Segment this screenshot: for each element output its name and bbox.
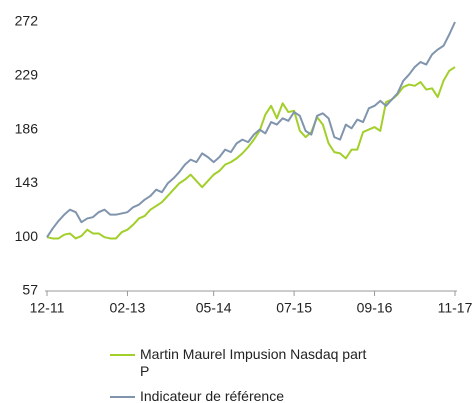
series-line [46,66,456,240]
chart: 57 100 143 186 229 272 12-11 02-13 05-14 07-15 09-… [15,13,472,316]
x-tick-label: 09-16 [357,300,393,316]
x-tick-label: 12-11 [30,300,65,316]
y-tick-label: 272 [15,13,39,29]
x-tick-label: 07-15 [276,300,312,316]
series-line [46,21,456,238]
legend-entry: Martin Maurel Impusion Nasdaq part P [140,346,375,380]
y-tick-label: 229 [15,67,39,83]
legend-entry: Indicateur de référence [140,388,375,403]
x-tick-label: 11-17 [438,300,472,316]
y-tick-label: 186 [15,120,39,136]
x-tick-label: 02-13 [110,300,146,316]
x-tick-label: 05-14 [196,300,232,316]
legend-label: Martin Maurel Impusion Nasdaq part P [140,346,367,379]
y-tick-label: 57 [22,282,38,298]
y-tick-label: 143 [15,174,39,190]
y-tick-label: 100 [15,228,39,244]
legend-label: Indicateur de référence [140,388,284,403]
